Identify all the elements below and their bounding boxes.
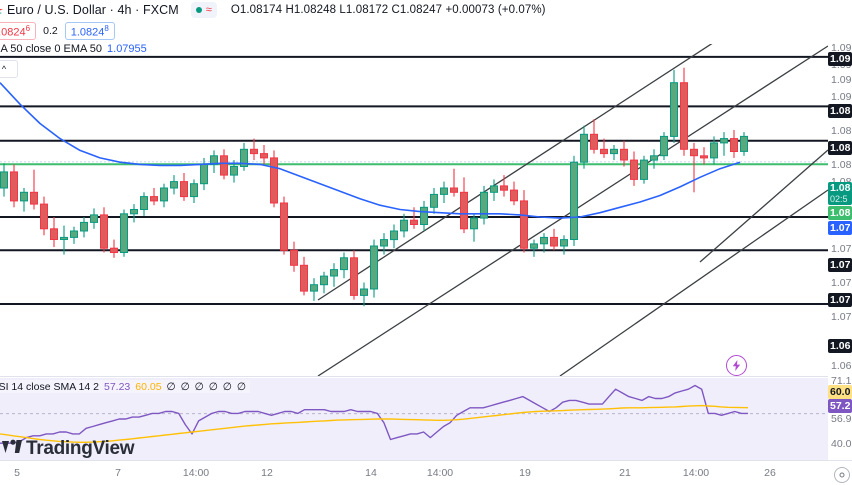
time-tick-label: 12 [261, 467, 273, 479]
price-tick-label: 1.07 [831, 277, 852, 289]
price-tick-label: 1.07 [831, 311, 852, 323]
price-axis[interactable]: USD 1.091.091.091.091.091.081.081.081.08… [828, 0, 852, 460]
flag-icon [0, 6, 3, 17]
price-tick-label: 1.06 [831, 360, 852, 372]
time-axis[interactable]: 5 7 14:00 12 14 14:00 19 21 14:00 26 [0, 461, 852, 485]
price-level-tag[interactable]: 1.06 [828, 339, 852, 353]
ask-sup: 8 [104, 23, 109, 33]
price-level-tag[interactable]: 1.08 [828, 141, 852, 155]
price-chart-canvas [0, 0, 828, 376]
countdown-timer: 02:5 [830, 194, 848, 204]
bid-badge[interactable]: 1.08246 [0, 21, 37, 41]
price-chart-pane[interactable] [0, 0, 828, 376]
chart-header: Euro / U.S. Dollar · 4h · FXCM ≈ O1.0817… [0, 0, 852, 78]
ema-legend-row[interactable]: EMA 50 close 0 EMA 50 1.07955 [0, 42, 147, 56]
price-tick-label: 1.09 [831, 91, 852, 103]
rsi-legend-zeros: ∅ ∅ ∅ ∅ ∅ ∅ [166, 380, 248, 393]
spread-value: 0.2 [43, 25, 58, 37]
time-tick-label: 14 [365, 467, 377, 479]
ema-value-tag[interactable]: 1.07 [828, 221, 852, 235]
market-status-pill[interactable]: ≈ [190, 2, 217, 18]
price-level-tag[interactable]: 1.07 [828, 293, 852, 307]
rsi-tick-label: 40.0 [831, 438, 852, 450]
rsi-legend-value: 57.23 [103, 380, 131, 393]
rsi-legend[interactable]: RSI 14 close SMA 14 2 57.23 60.05 ∅ ∅ ∅ … [0, 380, 251, 393]
tradingview-watermark: TradingView [2, 438, 135, 460]
price-level-tag[interactable]: 1.08 [828, 104, 852, 118]
price-tick-label: 1.09 [831, 42, 852, 54]
rsi-legend-sma-value: 60.05 [135, 380, 162, 393]
ask-badge[interactable]: 1.08248 [64, 21, 115, 41]
price-tick-label: 1.07 [831, 243, 852, 255]
time-tick-label: 7 [115, 467, 121, 479]
settings-corner-icon[interactable] [834, 467, 850, 483]
rsi-legend-title: RSI 14 close SMA 14 2 [0, 380, 99, 393]
time-axis-divider [0, 460, 852, 461]
current-price-tag[interactable]: 1.08 02:5 [828, 182, 852, 205]
time-tick-label: 5 [14, 467, 20, 479]
rsi-value-tag[interactable]: 57.2 [828, 399, 852, 413]
approx-icon: ≈ [205, 4, 212, 16]
time-tick-label: 19 [519, 467, 531, 479]
bid-sup: 6 [25, 23, 31, 33]
legend-collapse-button[interactable]: ^ [0, 60, 18, 78]
time-tick-label: 21 [619, 467, 631, 479]
bid-value: 1.0824 [0, 26, 26, 39]
ask-value: 1.0824 [70, 26, 105, 39]
ohlc-values: O1.08174 H1.08248 L1.08172 C1.08247 +0.0… [230, 4, 546, 16]
pane-divider [0, 376, 828, 377]
green-level-tag[interactable]: 1.08 [828, 206, 852, 220]
chevron-up-icon: ^ [1, 64, 7, 74]
price-tick-label: 1.09 [831, 74, 852, 86]
price-level-tag[interactable]: 1.07 [828, 258, 852, 272]
price-tick-label: 1.08 [831, 159, 852, 171]
bid-ask-row: 1.08246 0.2 1.08248 [0, 21, 115, 41]
market-open-dot-icon [195, 7, 202, 13]
time-tick-label: 14:00 [182, 467, 210, 479]
time-tick-label: 26 [764, 467, 776, 479]
current-price-value: 1.08 [830, 182, 851, 194]
tradingview-logo-icon [2, 439, 22, 460]
tradingview-wordmark: TradingView [26, 438, 135, 459]
rsi-canvas [0, 384, 828, 444]
alert-bolt-icon[interactable] [726, 355, 747, 376]
price-tick-label: 1.08 [831, 125, 852, 137]
time-tick-label: 14:00 [682, 467, 710, 479]
ema-legend-label: EMA 50 close 0 EMA 50 [0, 43, 103, 55]
time-tick-label: 14:00 [426, 467, 454, 479]
ema-legend-value: 1.07955 [107, 43, 147, 55]
price-level-tag[interactable]: 1.09 [828, 52, 852, 66]
rsi-tick-label: 71.1 [831, 375, 852, 387]
rsi-sma-tag[interactable]: 60.0 [828, 385, 852, 399]
symbol-row: Euro / U.S. Dollar · 4h · FXCM ≈ O1.0817… [0, 2, 546, 18]
rsi-tick-label: 56.9 [831, 413, 852, 425]
symbol-title[interactable]: Euro / U.S. Dollar · 4h · FXCM [7, 3, 179, 17]
